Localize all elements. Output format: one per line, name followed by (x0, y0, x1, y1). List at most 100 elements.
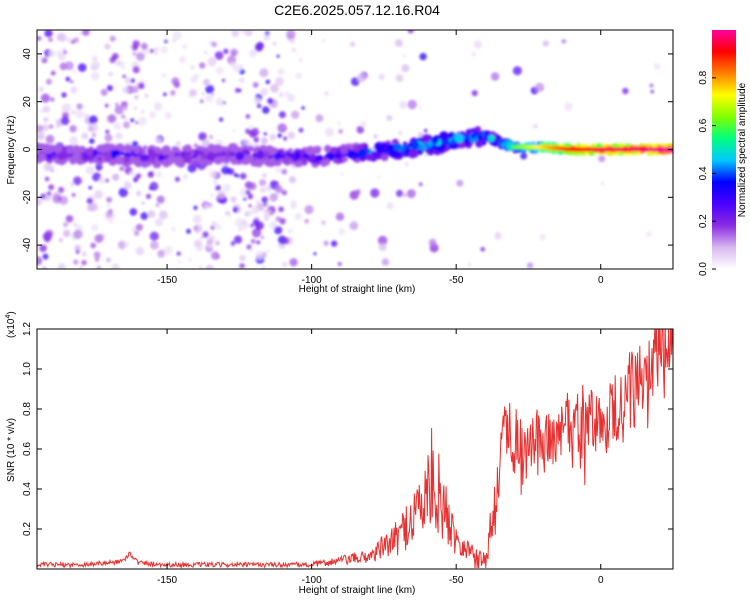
spectrogram-x-ticks: -150 -100 -50 0 (157, 30, 604, 286)
spectrogram-noise-blob (89, 138, 95, 144)
spectrogram-noise-blob (238, 30, 245, 33)
spectrogram-noise-blob (92, 124, 97, 130)
spectrogram-noise-blob (598, 155, 606, 163)
spectrogram-noise-blob (275, 167, 282, 174)
spectrogram-noise-blob (42, 253, 49, 260)
spectrogram-ridge-blob (207, 144, 215, 152)
colorbar-tick-label: 0.2 (698, 214, 709, 228)
spectrogram-noise-blob (204, 51, 208, 55)
spectrogram-noise-blob (215, 254, 221, 259)
spectrogram-noise-blob (260, 137, 268, 145)
spectrogram-noise-blob (122, 86, 129, 94)
spectrogram-noise-blob (149, 48, 154, 54)
spectrogram-noise-blob (209, 134, 214, 140)
spectrogram-noise-blob (201, 92, 205, 96)
spectrogram-noise-blob (106, 85, 113, 92)
spectrogram-noise-blob (646, 231, 652, 237)
spectrogram-ridge-blob (295, 152, 301, 159)
spectrogram-noise-blob (291, 48, 296, 53)
spectrogram-noise-blob (138, 82, 145, 90)
spectrogram-noise-blob (134, 230, 140, 236)
spectrogram-noise-blob (269, 211, 274, 216)
spectrogram-noise-blob (86, 197, 94, 205)
spectrogram-ridge-blob (399, 145, 405, 151)
spectrogram-noise-blob (377, 235, 388, 246)
spectrogram-noise-blob (45, 194, 51, 201)
snr-y-axis-label: SNR (10 * v/v) (6, 418, 17, 482)
spectrogram-ridge-blob (474, 126, 482, 133)
spectrogram-noise-blob (207, 57, 217, 67)
spectrogram-ridge-blob (275, 156, 280, 161)
spectrogram-noise-blob (215, 66, 224, 75)
spectrogram-noise-blob (255, 221, 264, 230)
spectrogram-noise-blob (355, 189, 361, 195)
spectrogram-noise-blob (398, 130, 403, 135)
spectrogram-noise-blob (90, 60, 101, 70)
spectrogram-noise-blob (233, 235, 243, 244)
spectrogram-noise-blob (338, 228, 346, 235)
spectrogram-noise-blob (158, 210, 168, 220)
spectrogram-noise-blob (81, 251, 87, 257)
spectrogram-noise-blob (471, 90, 478, 97)
spectrogram-x-axis-label: Height of straight line (km) (299, 284, 416, 295)
spectrogram-noise-blob (205, 84, 215, 94)
spectrogram-noise-blob (250, 223, 254, 228)
spectrogram-noise-blob (95, 163, 103, 171)
spectrogram-noise-blob (467, 262, 472, 267)
spectrogram-ridge-blob (262, 151, 270, 159)
spectrogram-noise-blob (370, 188, 380, 198)
spectrogram-noise-blob (141, 110, 145, 114)
y-tick-label: 40 (22, 48, 33, 60)
spectrogram-noise-blob (163, 92, 167, 97)
spectrogram-noise-blob (73, 259, 79, 265)
spectrogram-noise-blob (231, 30, 240, 38)
spectrogram-noise-blob (291, 110, 300, 120)
spectrogram-noise-blob (41, 266, 47, 269)
colorbar-tick-label: 0.0 (698, 262, 709, 276)
spectrogram-noise-blob (403, 54, 407, 58)
spectrogram-ridge-blob (324, 144, 332, 153)
spectrogram-noise-blob (62, 221, 69, 228)
spectrogram-noise-blob (217, 190, 226, 200)
spectrogram-ridge-blob (247, 145, 254, 152)
spectrogram-noise-blob (211, 221, 217, 227)
spectrogram-noise-blob (287, 131, 296, 140)
spectrogram-noise-blob (172, 38, 176, 43)
spectrogram-noise-blob (243, 197, 247, 201)
spectrogram-noise-blob (60, 116, 70, 126)
spectrogram-noise-blob (288, 176, 297, 184)
spectrogram-noise-blob (267, 97, 274, 105)
spectrogram-noise-blob (81, 30, 90, 36)
colorbar-tick-label: 0.4 (698, 166, 709, 180)
spectrogram-ridge-blob (418, 144, 424, 150)
spectrogram-noise-blob (115, 102, 119, 107)
spectrogram-noise-blob (249, 248, 254, 252)
x-tick-label: 0 (598, 275, 604, 286)
spectrogram-noise-blob (150, 240, 159, 250)
spectrogram-noise-blob (275, 77, 284, 86)
spectrogram-noise-blob (111, 263, 120, 269)
spectrogram-noise-blob (360, 121, 367, 127)
spectrogram-noise-blob (137, 116, 147, 126)
spectrogram-noise-blob (143, 145, 148, 150)
spectrogram-noise-blob (407, 99, 417, 110)
spectrogram-noise-blob (269, 133, 276, 141)
spectrogram-ridge-blob (97, 156, 103, 162)
spectrogram-noise-blob (204, 204, 209, 209)
spectrogram-noise-blob (37, 131, 46, 141)
spectrogram-noise-blob (249, 124, 253, 129)
spectrogram-noise-blob (38, 86, 44, 93)
spectrogram-noise-blob (161, 73, 167, 78)
spectrogram-ridge-blob (123, 144, 132, 153)
spectrogram-noise-blob (356, 126, 365, 134)
spectrogram-noise-blob (234, 87, 240, 93)
spectrogram-noise-blob (230, 241, 236, 246)
x-tick-label: -100 (302, 275, 322, 286)
spectrogram-ridge-blob (312, 145, 321, 155)
spectrogram-noise-blob (144, 93, 149, 99)
spectrogram-noise-blob (282, 261, 288, 268)
spectrogram-noise-blob (44, 235, 51, 243)
spectrogram-noise-blob (207, 242, 214, 249)
y-tick-label: 0.4 (22, 482, 33, 496)
spectrogram-ridge-blob (102, 142, 112, 152)
